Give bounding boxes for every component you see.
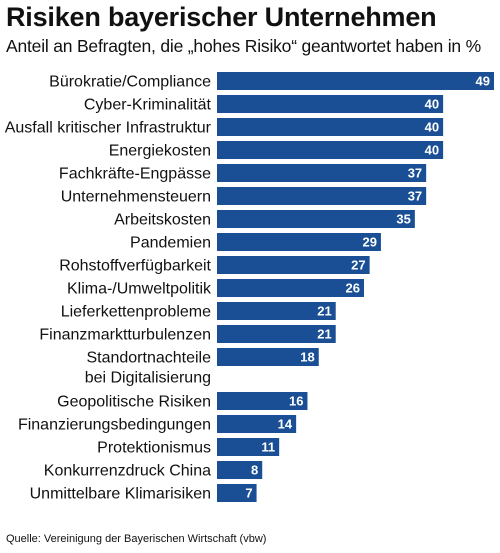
category-label-2: Ausfall kritischer Infrastruktur (5, 120, 212, 137)
bar-8 (217, 256, 370, 274)
value-label-9: 26 (346, 281, 360, 296)
bar-10 (217, 302, 336, 320)
value-label-4: 37 (408, 166, 422, 181)
category-label-12: Standortnachteile bei Digitalisierung (85, 350, 211, 387)
category-label-16: Konkurrenzdruck China (44, 463, 211, 480)
value-label-13: 16 (289, 394, 303, 409)
bar-14 (217, 415, 297, 433)
bar-1 (217, 95, 444, 113)
category-label-10: Lieferkettenprobleme (61, 304, 211, 321)
category-label-5: Unternehmensteuern (61, 189, 211, 206)
category-label-17: Unmittelbare Klimarisiken (30, 486, 211, 503)
bar-11 (217, 325, 336, 343)
value-label-6: 35 (396, 212, 410, 227)
value-label-12: 18 (300, 350, 314, 365)
bar-16 (217, 461, 263, 479)
category-label-8: Rohstoffverfügbarkeit (59, 258, 211, 275)
category-label-9: Klima-/Umweltpolitik (67, 281, 212, 298)
bar-12 (217, 348, 319, 366)
bar-15 (217, 438, 280, 456)
chart-subtitle: Anteil an Befragten, die „hohes Risiko“ … (6, 36, 481, 56)
value-label-3: 40 (425, 143, 439, 158)
category-label-7: Pandemien (130, 235, 211, 252)
bar-13 (217, 392, 308, 410)
value-label-14: 14 (278, 417, 293, 432)
value-label-11: 21 (317, 327, 331, 342)
category-label-3: Energiekosten (109, 143, 211, 160)
category-label-13: Geopolitische Risiken (57, 394, 211, 411)
bar-7 (217, 233, 381, 251)
source-note: Quelle: Vereinigung der Bayerischen Wirt… (6, 533, 267, 545)
bar-3 (217, 141, 444, 159)
bar-6 (217, 210, 415, 228)
value-label-10: 21 (317, 304, 331, 319)
category-label-11: Finanzmarktturbulenzen (39, 327, 211, 344)
value-label-15: 11 (261, 440, 275, 455)
value-label-16: 8 (251, 463, 258, 478)
value-label-8: 27 (351, 258, 365, 273)
category-label-0: Bürokratie/Compliance (49, 74, 211, 91)
category-label-14: Finanzierungsbedingungen (18, 417, 211, 434)
bar-2 (217, 118, 444, 136)
category-label-1: Cyber-Kriminalität (84, 97, 212, 114)
category-label-15: Protektionismus (97, 440, 211, 457)
category-label-6: Arbeitskosten (114, 212, 211, 229)
value-label-1: 40 (425, 97, 439, 112)
category-label-4: Fachkräfte-Engpässe (59, 166, 211, 183)
value-label-17: 7 (245, 486, 252, 501)
bar-5 (217, 187, 427, 205)
value-label-7: 29 (362, 235, 376, 250)
bar-17 (217, 484, 257, 502)
bar-9 (217, 279, 364, 297)
value-label-2: 40 (425, 120, 439, 135)
bar-4 (217, 164, 427, 182)
value-label-0: 49 (476, 74, 490, 89)
value-label-5: 37 (408, 189, 422, 204)
chart-title: Risiken bayerischer Unternehmen (6, 2, 437, 32)
bar-0 (217, 72, 494, 90)
